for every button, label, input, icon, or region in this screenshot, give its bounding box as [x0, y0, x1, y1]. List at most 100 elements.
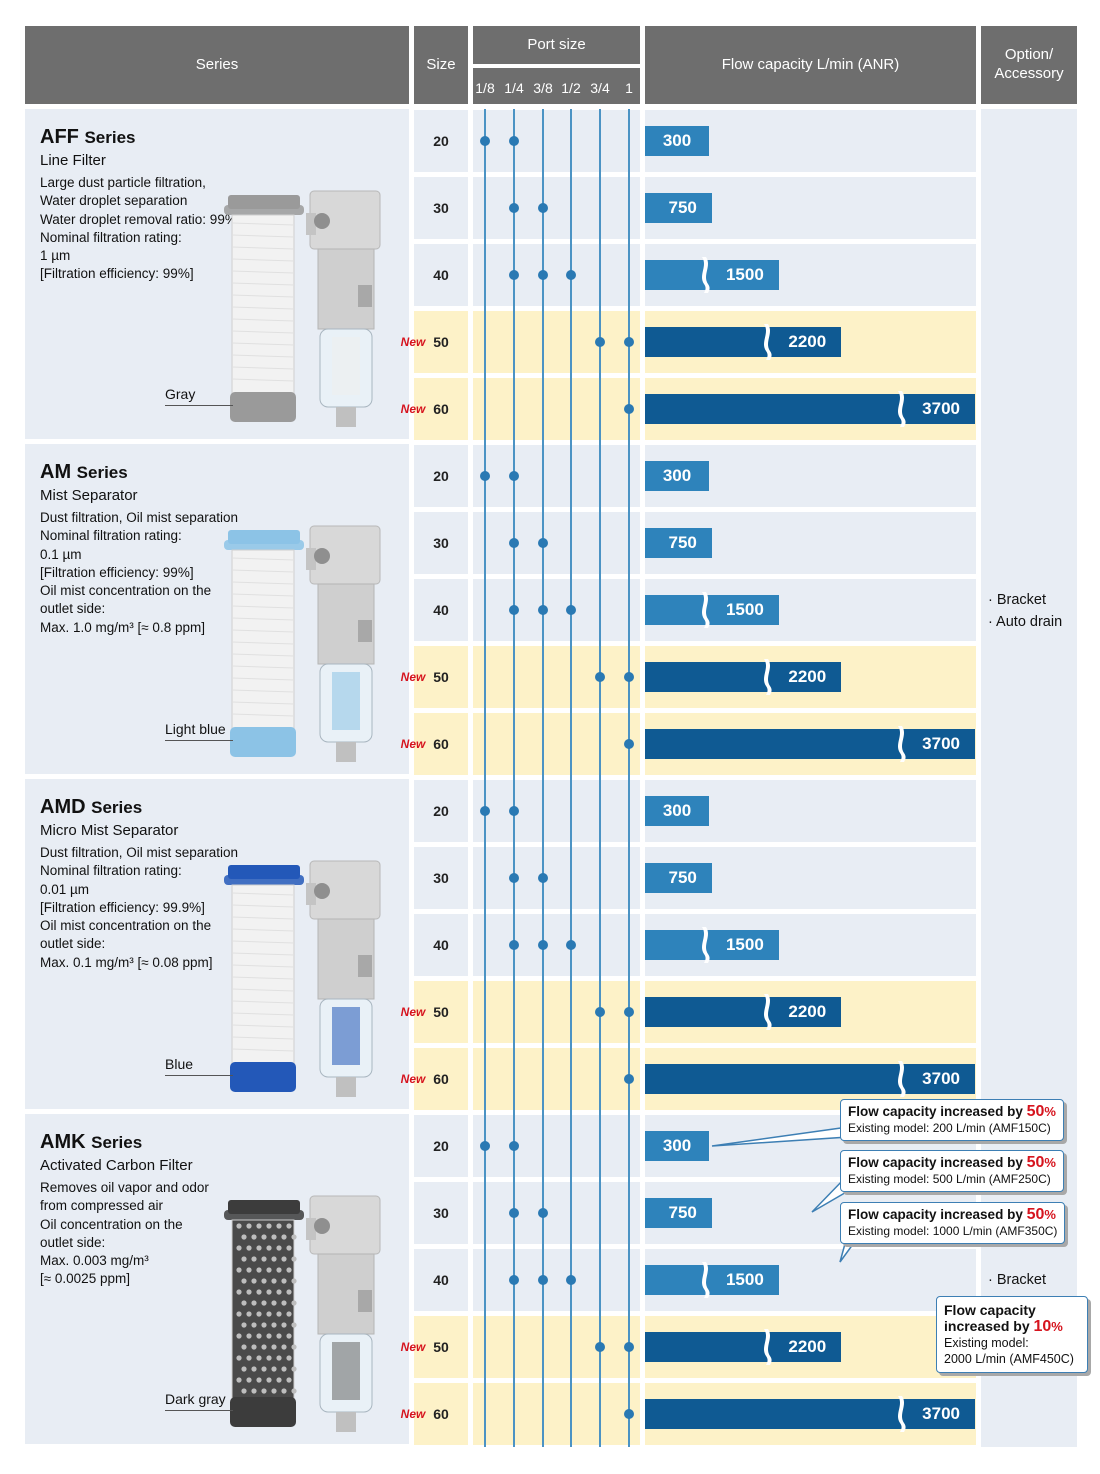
new-badge: New	[398, 399, 430, 421]
port-size-line	[628, 109, 630, 1447]
series-description: Dust filtration, Oil mist separation Nom…	[40, 845, 239, 970]
size-value: 20	[433, 468, 449, 484]
callout-title: Flow capacity increased by 50%	[848, 1103, 1056, 1120]
port-available-dot	[595, 337, 605, 347]
port-cell	[473, 512, 640, 574]
port-available-dot	[509, 270, 519, 280]
axis-break-icon	[701, 257, 710, 293]
product-image	[224, 860, 381, 1097]
new-badge: New	[398, 1404, 430, 1426]
port-size-line	[599, 109, 601, 1447]
axis-break-icon	[701, 592, 710, 628]
flow-value: 3700	[922, 1069, 960, 1088]
series-subtitle: Mist Separator	[40, 487, 138, 504]
flow-bar: 300	[645, 796, 709, 826]
new-badge: New	[398, 1002, 430, 1024]
flow-value: 2200	[788, 667, 827, 686]
size-cell	[414, 1115, 468, 1177]
flow-value: 300	[662, 466, 692, 485]
port-available-dot	[538, 538, 548, 548]
size-value: 60	[433, 1071, 449, 1087]
port-available-dot	[538, 270, 548, 280]
flow-bar: 3700	[645, 391, 975, 427]
option-group-1: · Bracket · Auto drain	[988, 589, 1062, 633]
filter-element	[224, 865, 304, 1092]
size-value: 30	[433, 870, 449, 886]
option-bracket: · Bracket	[988, 592, 1047, 608]
callout-percent: 50	[1026, 1206, 1045, 1223]
callout-title: Flow capacity increased by 50%	[848, 1206, 1056, 1223]
series-name: AMK	[40, 1131, 86, 1153]
flow-value: 750	[668, 868, 697, 887]
flow-bar: 2200	[645, 1329, 842, 1365]
port-available-dot	[480, 471, 490, 481]
flow-value: 2200	[788, 332, 827, 351]
port-size-label: 1/8	[475, 80, 495, 96]
size-value: 50	[433, 1339, 449, 1355]
size-value: 60	[433, 1406, 449, 1422]
port-available-dot	[538, 1208, 548, 1218]
flow-bar: 2200	[645, 994, 842, 1030]
flow-value: 750	[668, 533, 697, 552]
port-size-label: 1/2	[561, 80, 581, 96]
flow-value: 1500	[725, 600, 764, 619]
size-cell	[414, 1182, 468, 1244]
product-image	[224, 1195, 381, 1432]
flow-bar: 750	[645, 863, 712, 893]
port-available-dot	[509, 806, 519, 816]
flow-bar: 750	[645, 193, 712, 223]
flow-value: 300	[662, 801, 692, 820]
callout-percent: 50	[1026, 1103, 1045, 1120]
axis-break-icon	[764, 659, 772, 695]
series-title: AM Series	[40, 461, 128, 484]
filter-housing	[306, 190, 381, 427]
series-suffix: Series	[91, 1133, 143, 1152]
flow-value: 2200	[788, 1002, 827, 1021]
port-available-dot	[566, 605, 576, 615]
flow-bar: 3700	[645, 1396, 975, 1432]
port-available-dot	[595, 672, 605, 682]
header-port-sizes	[473, 68, 640, 104]
port-cell	[473, 646, 640, 708]
callout-size30: Flow capacity increased by 50% Existing …	[840, 1150, 1064, 1192]
series-subtitle: Line Filter	[40, 152, 106, 169]
size-cell	[414, 780, 468, 842]
size-cell	[414, 512, 468, 574]
port-available-dot	[624, 672, 634, 682]
port-available-dot	[480, 1141, 490, 1151]
series-description: Removes oil vapor and odor from compress…	[40, 1180, 209, 1287]
new-badge: New	[398, 332, 430, 354]
callout-title-line1: Flow capacity	[944, 1302, 1036, 1318]
series-suffix: Series	[76, 463, 128, 482]
port-size-label: 1	[625, 80, 633, 96]
flow-value: 3700	[922, 734, 960, 753]
port-cell	[473, 579, 640, 641]
callout-existing-model: Existing model: 1000 L/min (AMF350C)	[848, 1224, 1058, 1238]
flow-value: 300	[662, 1136, 692, 1155]
series-subtitle: Activated Carbon Filter	[40, 1157, 193, 1174]
port-available-dot	[566, 940, 576, 950]
series-description: Dust filtration, Oil mist separation Nom…	[40, 510, 239, 635]
size-cell	[414, 244, 468, 306]
size-cell	[414, 110, 468, 172]
flow-value: 1500	[725, 1270, 764, 1289]
port-cell	[473, 780, 640, 842]
port-available-dot	[538, 940, 548, 950]
port-cell	[473, 713, 640, 775]
header-series-label: Series	[195, 55, 239, 73]
colour-label-leader	[165, 1410, 233, 1411]
series-name: AFF	[40, 126, 79, 148]
element-colour-label: Light blue	[165, 721, 226, 737]
header-port-size-label: Port size	[527, 35, 586, 53]
axis-break-icon	[898, 391, 906, 427]
series-description: Large dust particle filtration, Water dr…	[40, 175, 237, 282]
size-value: 20	[433, 1138, 449, 1154]
port-available-dot	[509, 538, 519, 548]
callout-size40: Flow capacity increased by 50% Existing …	[840, 1202, 1066, 1244]
new-badge: New	[398, 1337, 430, 1359]
new-badge: New	[398, 667, 430, 689]
axis-break-icon	[764, 1329, 772, 1365]
size-value: 40	[433, 937, 449, 953]
port-available-dot	[509, 1208, 519, 1218]
port-available-dot	[509, 1275, 519, 1285]
